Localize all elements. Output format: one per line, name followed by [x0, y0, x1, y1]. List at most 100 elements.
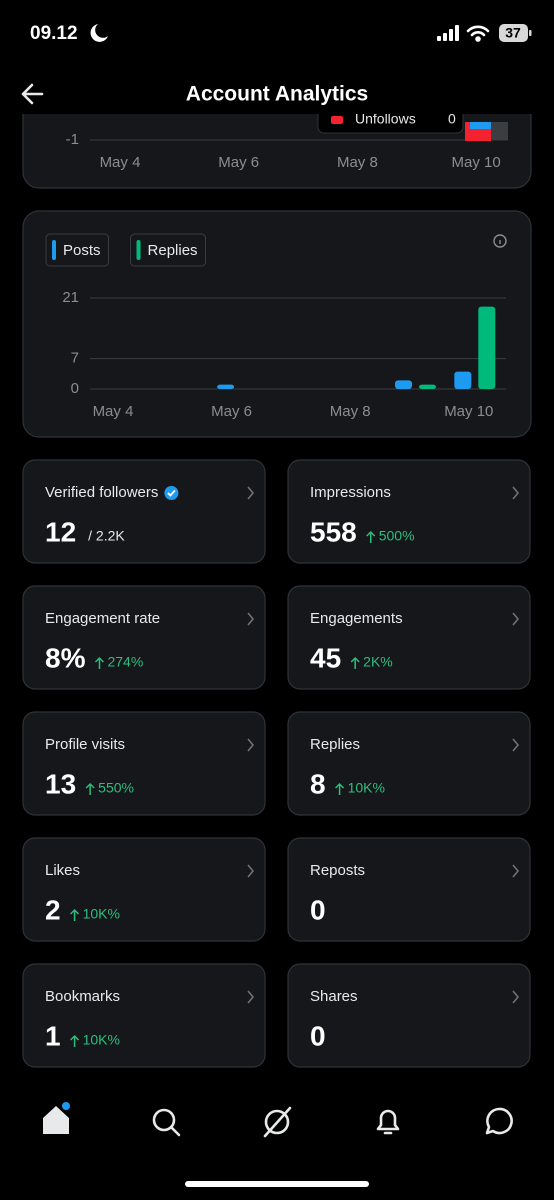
battery-tip — [529, 30, 532, 36]
metric-change: 274% — [107, 654, 143, 670]
tile-bg — [22, 837, 266, 942]
metric-change: 10K% — [348, 780, 385, 796]
tile-bg — [22, 459, 266, 564]
back-button[interactable] — [21, 83, 44, 105]
legend-item[interactable]: Replies — [130, 233, 207, 267]
bar — [419, 384, 436, 389]
y-tick-label: -1 — [66, 131, 79, 148]
signal-icon — [437, 25, 459, 41]
bar-shape — [470, 122, 491, 129]
legend-swatch — [331, 116, 343, 124]
bottom-nav — [43, 1102, 513, 1187]
metric-label: Shares — [310, 988, 358, 1005]
legend-swatch — [52, 240, 56, 260]
metric-tile[interactable]: Engagement rate 8% 274% — [22, 585, 266, 690]
metric-tile[interactable]: Engagements 45 2K% — [287, 585, 531, 690]
chevron — [247, 486, 254, 500]
x-tick-label: May 10 — [451, 154, 500, 171]
bar — [217, 384, 235, 389]
legend-box — [45, 233, 110, 267]
up-arrow — [366, 530, 376, 543]
x-tick-label: May 8 — [337, 154, 378, 171]
up-arrow — [335, 782, 345, 795]
y-tick-label: 7 — [71, 350, 79, 367]
tile-bg — [287, 837, 531, 942]
search-icon[interactable] — [152, 1108, 181, 1137]
metric-tile[interactable]: Replies 8 10K% — [287, 711, 531, 816]
metric-tile[interactable]: Profile visits 13 550% — [22, 711, 266, 816]
notification-dot — [62, 1102, 70, 1110]
chevron — [247, 864, 254, 878]
legend-label: Unfollows — [355, 111, 416, 127]
header-bg — [0, 0, 554, 114]
metric-value: 2 — [45, 894, 61, 925]
metric-change: 2K% — [363, 654, 393, 670]
legend-swatch — [136, 240, 141, 260]
page-title: Account Analytics — [186, 83, 368, 106]
chevron — [247, 990, 254, 1004]
metric-total: / 2.2K — [88, 528, 125, 544]
bar-shape — [491, 122, 508, 140]
metric-value: 0 — [310, 1020, 326, 1051]
x-tick-label: May 6 — [211, 403, 252, 420]
wifi-icon — [466, 25, 490, 42]
tile-bg — [22, 963, 266, 1068]
metric-value: 558 — [310, 516, 357, 547]
metric-tile[interactable]: Reposts 0 — [287, 837, 531, 942]
bar — [395, 380, 412, 389]
grok-icon[interactable] — [263, 1106, 292, 1138]
metric-change: 500% — [379, 528, 415, 544]
verified-check — [167, 489, 176, 497]
y-tick-label: 0 — [71, 380, 79, 397]
battery — [499, 24, 528, 42]
metric-value: 0 — [310, 894, 326, 925]
metric-label: Profile visits — [45, 736, 125, 753]
legend-item[interactable]: Posts — [45, 233, 110, 267]
moon-icon — [90, 24, 108, 42]
bar — [454, 371, 472, 389]
metric-change: 10K% — [83, 906, 120, 922]
tile-bg — [22, 711, 266, 816]
chevron — [512, 990, 519, 1004]
home-icon[interactable] — [43, 1106, 69, 1134]
metric-change: 550% — [98, 780, 134, 796]
metric-tile[interactable]: Likes 2 10K% — [22, 837, 266, 942]
metric-value: 8 — [310, 768, 326, 799]
x-tick-label: May 10 — [444, 403, 493, 420]
chevron — [247, 612, 254, 626]
legend-value: 0 — [448, 111, 456, 127]
metric-label: Reposts — [310, 862, 365, 879]
x-tick-label: May 4 — [100, 154, 141, 171]
bar — [478, 306, 496, 389]
up-arrow — [94, 656, 104, 669]
up-arrow — [350, 656, 360, 669]
tile-bg — [287, 459, 531, 564]
legend-label: Posts — [63, 242, 101, 259]
metric-label: Likes — [45, 862, 80, 879]
metric-tile[interactable]: Verified followers 12 / 2.2K — [22, 459, 266, 564]
notifications-icon[interactable] — [376, 1109, 400, 1135]
x-tick-label: May 8 — [330, 403, 371, 420]
up-arrow — [70, 1034, 80, 1047]
metric-tile[interactable]: Shares 0 — [287, 963, 531, 1068]
metric-label: Verified followers — [45, 484, 158, 501]
x-tick-label: May 6 — [218, 154, 259, 171]
status-time: 09.12 — [30, 23, 78, 44]
up-arrow — [70, 908, 80, 921]
chevron — [247, 738, 254, 752]
tile-bg — [287, 585, 531, 690]
metric-label: Replies — [310, 736, 360, 753]
info-icon[interactable] — [493, 234, 507, 248]
chevron — [512, 738, 519, 752]
messages-icon[interactable] — [485, 1107, 513, 1135]
tile-bg — [22, 585, 266, 690]
metric-tile[interactable]: Bookmarks 1 10K% — [22, 963, 266, 1068]
metric-tile[interactable]: Impressions 558 500% — [287, 459, 531, 564]
up-arrow — [85, 782, 95, 795]
y-tick-label: 21 — [62, 289, 79, 306]
metric-value: 13 — [45, 768, 76, 799]
x-tick-label: May 4 — [93, 403, 134, 420]
chevron — [512, 864, 519, 878]
